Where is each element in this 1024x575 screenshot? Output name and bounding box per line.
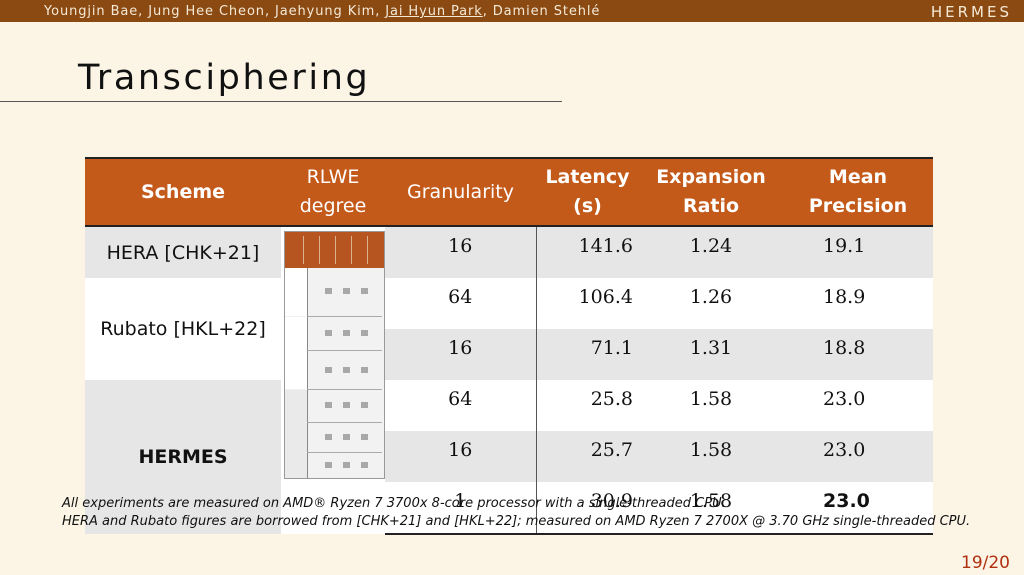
thumbnail-scheme-cell bbox=[285, 268, 308, 316]
thumbnail-rule bbox=[307, 452, 382, 453]
cell-precision: 19.1 bbox=[783, 226, 933, 278]
footnotes: All experiments are measured on AMD® Ryz… bbox=[62, 495, 970, 531]
cell-precision: 23.0 bbox=[783, 482, 933, 535]
table-header-row: Scheme RLWE degree Granularity Latency (s… bbox=[85, 157, 933, 227]
slide-title: Transciphering bbox=[78, 58, 371, 98]
cell-granularity: 64 bbox=[385, 278, 537, 329]
brand-label: HERMES bbox=[930, 3, 1012, 21]
cell-latency: 141.6 bbox=[536, 226, 639, 278]
header-rlwe-line1: RLWE bbox=[306, 166, 360, 188]
header-rlwe: RLWE degree bbox=[281, 157, 385, 227]
header-latency: Latency (s) bbox=[536, 157, 639, 227]
cell-granularity: 16 bbox=[385, 329, 537, 380]
thumbnail-mark bbox=[325, 288, 332, 294]
header-rlwe-line2: degree bbox=[299, 195, 367, 217]
cell-granularity: 64 bbox=[385, 380, 537, 431]
scheme-hermes: HERMES bbox=[85, 380, 281, 534]
footnote-line: HERA and Rubato figures are borrowed fro… bbox=[62, 514, 971, 529]
header-mean-line2: Precision bbox=[808, 195, 908, 217]
author-highlight: Jai Hyun Park bbox=[385, 4, 483, 19]
thumbnail-rule bbox=[307, 316, 382, 317]
results-table: Scheme RLWE degree Granularity Latency (s… bbox=[85, 157, 933, 535]
thumbnail-mark bbox=[361, 330, 368, 336]
cell-latency: 25.8 bbox=[536, 380, 639, 431]
title-rule bbox=[0, 101, 562, 102]
scheme-hera: HERA [CHK+21] bbox=[85, 226, 281, 278]
cell-precision: 23.0 bbox=[783, 431, 933, 482]
thumbnail-mark bbox=[361, 434, 368, 440]
cell-precision: 18.8 bbox=[783, 329, 933, 380]
header-expansion: Expansion Ratio bbox=[639, 157, 783, 227]
thumbnail-mark bbox=[343, 367, 350, 373]
thumbnail-mark bbox=[343, 330, 350, 336]
cell-granularity: 1 bbox=[385, 482, 537, 535]
thumbnail-mark bbox=[361, 367, 368, 373]
footnote-line: All experiments are measured on AMD® Ryz… bbox=[62, 496, 726, 511]
thumbnail-scheme-cell bbox=[285, 317, 308, 389]
cell-granularity: 16 bbox=[385, 226, 537, 278]
table-row: 1 30.9 1.58 23.0 bbox=[85, 482, 933, 535]
thumbnail-mark bbox=[325, 402, 332, 408]
cell-expansion: 1.58 bbox=[639, 380, 783, 431]
thumbnail-mark bbox=[361, 288, 368, 294]
thumbnail-mark bbox=[325, 367, 332, 373]
table-row: HERMES 64 25.8 1.58 23.0 bbox=[85, 380, 933, 534]
thumbnail-mark bbox=[325, 330, 332, 336]
cell-expansion: 1.24 bbox=[639, 226, 783, 278]
cell-expansion: 1.31 bbox=[639, 329, 783, 380]
top-bar: Youngjin Bae, Jung Hee Cheon, Jaehyung K… bbox=[0, 0, 1024, 22]
table-row: 16 71.1 1.31 18.8 bbox=[85, 329, 933, 380]
table-row: 16 25.7 1.58 23.0 bbox=[85, 431, 933, 482]
cell-precision: 23.0 bbox=[783, 380, 933, 431]
cell-expansion: 1.58 bbox=[639, 431, 783, 482]
table-row: Rubato [HKL+22] 64 106.4 1.26 18.9 bbox=[85, 278, 933, 380]
thumbnail-mark bbox=[361, 462, 368, 468]
header-mean-precision: Mean Precision bbox=[783, 157, 933, 227]
author-list: Youngjin Bae, Jung Hee Cheon, Jaehyung K… bbox=[44, 4, 600, 19]
cell-latency: 25.7 bbox=[536, 431, 639, 482]
authors-before: Youngjin Bae, Jung Hee Cheon, Jaehyung K… bbox=[44, 4, 386, 19]
header-expansion-line2: Ratio bbox=[682, 195, 740, 217]
table-thumbnail-image bbox=[284, 231, 385, 479]
thumbnail-mark bbox=[343, 462, 350, 468]
cell-precision: 18.9 bbox=[783, 278, 933, 329]
header-mean-line1: Mean bbox=[828, 166, 888, 188]
thumbnail-mark bbox=[361, 402, 368, 408]
rlwe-degree-cell bbox=[281, 226, 385, 534]
thumbnail-header bbox=[285, 232, 384, 268]
header-expansion-line1: Expansion bbox=[656, 166, 766, 188]
authors-after: , Damien Stehlé bbox=[482, 4, 601, 19]
header-scheme: Scheme bbox=[85, 157, 281, 227]
thumbnail-rule bbox=[307, 389, 382, 390]
thumbnail-mark bbox=[343, 288, 350, 294]
cell-latency: 30.9 bbox=[536, 482, 639, 535]
thumbnail-mark bbox=[325, 434, 332, 440]
scheme-rubato: Rubato [HKL+22] bbox=[85, 278, 281, 380]
cell-latency: 71.1 bbox=[536, 329, 639, 380]
cell-expansion: 1.58 bbox=[639, 482, 783, 535]
cell-expansion: 1.26 bbox=[639, 278, 783, 329]
cell-granularity: 16 bbox=[385, 431, 537, 482]
header-granularity: Granularity bbox=[385, 157, 536, 227]
thumbnail-mark bbox=[343, 434, 350, 440]
page-number: 19/20 bbox=[961, 553, 1010, 573]
thumbnail-mark bbox=[343, 402, 350, 408]
thumbnail-scheme-cell bbox=[285, 390, 308, 478]
thumbnail-rule bbox=[307, 350, 382, 351]
thumbnail-mark bbox=[325, 462, 332, 468]
cell-latency: 106.4 bbox=[536, 278, 639, 329]
thumbnail-rule bbox=[307, 422, 382, 423]
table-row: HERA [CHK+21] bbox=[85, 226, 933, 534]
